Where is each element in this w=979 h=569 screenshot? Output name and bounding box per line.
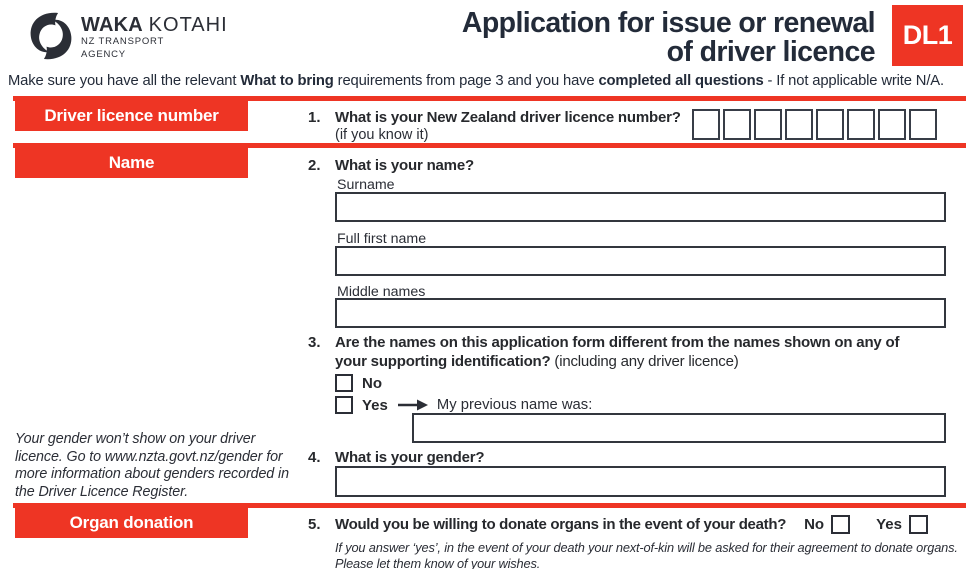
q2-question: What is your name? <box>335 157 474 174</box>
page-title-line2: of driver licence <box>666 36 876 68</box>
q2-number: 2. <box>308 157 321 174</box>
q5-yes-label: Yes <box>876 516 902 533</box>
organ-donation-note-line2: Please let them know of your wishes. <box>335 556 541 569</box>
logo-subtitle-line1: NZ TRANSPORT <box>81 36 165 47</box>
first-name-label: Full first name <box>337 231 427 247</box>
surname-label: Surname <box>337 177 395 193</box>
q3-number: 3. <box>308 334 321 351</box>
licence-number-box[interactable] <box>878 109 906 140</box>
licence-number-box[interactable] <box>692 109 720 140</box>
q3-no-label: No <box>362 374 382 392</box>
section-label-name: Name <box>15 148 248 178</box>
licence-number-box[interactable] <box>816 109 844 140</box>
gender-field[interactable] <box>335 466 946 497</box>
q4-number: 4. <box>308 449 321 466</box>
q3-no-checkbox[interactable] <box>335 374 353 392</box>
gender-register-note: Your gender won’t show on your driver li… <box>15 431 289 500</box>
q1-question: What is your New Zealand driver licence … <box>335 109 681 126</box>
q5-yes-checkbox[interactable] <box>908 515 928 534</box>
q3-yes-checkbox[interactable] <box>335 396 353 414</box>
form-code-badge: DL1 <box>892 5 963 66</box>
section-rule-licence-number <box>13 96 966 101</box>
surname-field[interactable] <box>335 192 946 222</box>
q5-row: Would you be willing to donate organs in… <box>335 515 928 534</box>
licence-number-box[interactable] <box>847 109 875 140</box>
licence-number-boxes <box>692 109 937 140</box>
logo-subtitle-line2: AGENCY <box>81 48 126 60</box>
previous-name-field[interactable] <box>412 413 946 443</box>
q1-hint: (if you know it) <box>335 127 429 143</box>
right-arrow-icon <box>397 399 428 411</box>
q3-previous-name-prompt: My previous name was: <box>436 397 593 413</box>
waka-kotahi-logo: WAKA KOTAHI NZ TRANSPORT AGENCY <box>28 10 228 62</box>
q4-question: What is your gender? <box>335 449 485 466</box>
organ-donation-note-line1: If you answer ‘yes’, in the event of you… <box>335 540 958 555</box>
form-instruction: Make sure you have all the relevant What… <box>8 73 944 89</box>
section-label-driver-licence-number: Driver licence number <box>15 101 248 131</box>
koru-swirl-icon <box>30 12 72 60</box>
q3-option-yes-row: Yes My previous name was: <box>335 396 592 414</box>
q5-no-label: No <box>804 516 825 533</box>
q3-yes-label: Yes <box>362 396 388 414</box>
section-rule-organ-donation <box>13 503 966 508</box>
q5-no-checkbox[interactable] <box>831 515 851 534</box>
logo-text: WAKA KOTAHI NZ TRANSPORT AGENCY <box>81 10 228 60</box>
q3-option-no-row: No <box>335 374 382 392</box>
q1-number: 1. <box>308 109 321 126</box>
first-name-field[interactable] <box>335 246 946 276</box>
q5-question: Would you be willing to donate organs in… <box>335 516 787 533</box>
q3-question: Are the names on this application form d… <box>335 334 900 370</box>
logo-brand-name: WAKA KOTAHI <box>81 14 228 36</box>
section-rule-name <box>13 143 966 148</box>
licence-number-box[interactable] <box>909 109 937 140</box>
middle-names-field[interactable] <box>335 298 946 328</box>
page-title-line1: Application for issue or renewal <box>461 7 876 39</box>
licence-number-box[interactable] <box>785 109 813 140</box>
page-title: Application for issue or renewal of driv… <box>461 7 876 68</box>
section-label-organ-donation: Organ donation <box>15 508 248 538</box>
q5-number: 5. <box>308 516 321 533</box>
organ-donation-note: If you answer ‘yes’, in the event of you… <box>335 540 958 569</box>
licence-number-box[interactable] <box>754 109 782 140</box>
licence-number-box[interactable] <box>723 109 751 140</box>
middle-names-label: Middle names <box>337 284 426 300</box>
